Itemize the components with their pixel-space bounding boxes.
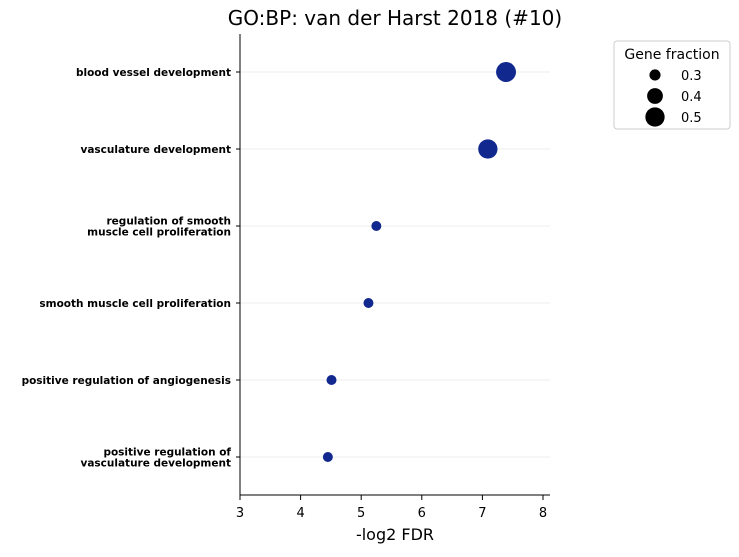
y-tick-label: smooth muscle cell proliferation [39, 298, 231, 310]
legend-label: 0.5 [681, 111, 702, 126]
legend-label: 0.4 [681, 90, 702, 105]
gridlines [236, 71, 550, 458]
x-tick-label: 8 [539, 506, 547, 521]
x-tick-label: 6 [418, 506, 426, 521]
legend-title: Gene fraction [624, 47, 719, 63]
x-axis-ticks: 3 4 5 6 7 8 [236, 495, 547, 521]
x-tick-label: 3 [236, 506, 244, 521]
legend-label: 0.3 [681, 69, 702, 84]
data-points [322, 62, 516, 462]
legend-marker [647, 88, 663, 104]
legend-marker [649, 69, 661, 81]
legend-marker [645, 107, 665, 127]
chart-title: GO:BP: van der Harst 2018 (#10) [228, 6, 562, 30]
y-axis-labels: blood vessel development vasculature deve… [22, 67, 232, 470]
data-point [363, 298, 374, 308]
legend: Gene fraction 0.3 0.4 0.5 [613, 40, 731, 130]
legend-frame [613, 40, 731, 130]
x-tick-label: 5 [357, 506, 365, 521]
data-point [496, 62, 516, 82]
y-tick-label: vasculature development [80, 144, 231, 156]
y-tick-label: regulation of smooth muscle cell prolifer… [87, 216, 231, 239]
data-point [326, 375, 337, 385]
data-point [478, 139, 498, 159]
y-tick-label: positive regulation of vasculature develo… [80, 447, 231, 470]
y-tick-label: blood vessel development [76, 67, 231, 79]
x-tick-label: 4 [296, 506, 304, 521]
data-point [322, 452, 333, 462]
x-axis-label: -log2 FDR [356, 525, 434, 544]
y-tick-label: positive regulation of angiogenesis [22, 375, 231, 387]
data-point [371, 221, 382, 231]
x-tick-label: 7 [478, 506, 486, 521]
